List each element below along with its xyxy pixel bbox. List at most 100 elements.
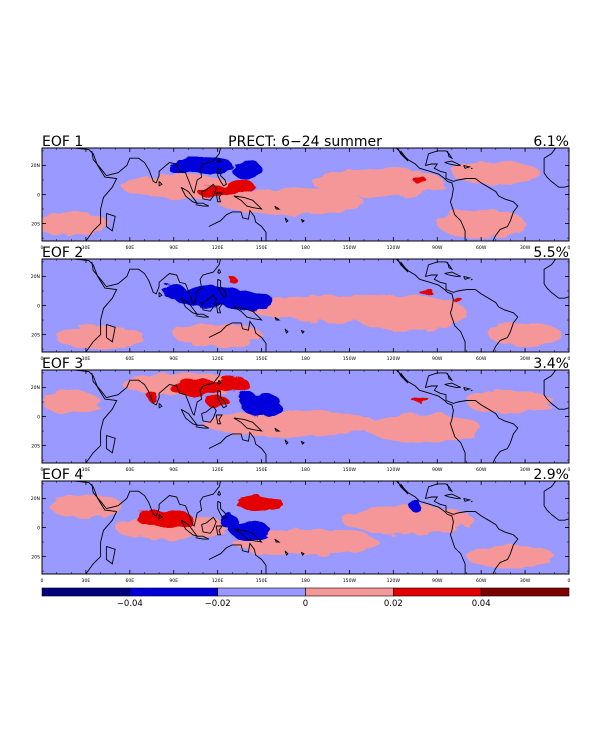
coastline-16 bbox=[395, 481, 466, 574]
coastline-17 bbox=[397, 370, 409, 384]
eof-panel-4: 0 30E 60E 90E 120E 150E 180 150W 120W 90W 60W 30W 02… bbox=[31, 467, 571, 584]
x-tick-label: 180 bbox=[301, 467, 310, 473]
x-tick-label: 120W bbox=[387, 245, 401, 251]
anomaly-blob-10 bbox=[410, 396, 429, 402]
x-tick-label: 150W bbox=[343, 578, 357, 584]
coastline-22 bbox=[543, 481, 569, 521]
anomaly-blob-2 bbox=[232, 528, 379, 556]
coastline-5 bbox=[180, 297, 199, 316]
colorbar-bin-6 bbox=[480, 587, 570, 597]
coastline-15 bbox=[300, 218, 305, 223]
coastline-17 bbox=[397, 148, 409, 162]
x-tick-label: 30E bbox=[82, 467, 91, 473]
x-tick-label: 150W bbox=[343, 467, 357, 473]
colorbar-tick-label: 0.02 bbox=[384, 599, 403, 609]
coastline-2 bbox=[91, 481, 222, 527]
x-tick-label: 30E bbox=[82, 245, 91, 251]
coastline-14 bbox=[284, 328, 289, 334]
coastline-10 bbox=[217, 490, 222, 497]
x-tick-label: 30W bbox=[520, 356, 531, 362]
coastline-13 bbox=[274, 427, 281, 432]
anomaly-blob-5 bbox=[49, 494, 123, 518]
x-tick-label: 180 bbox=[301, 356, 310, 362]
anomaly-blob-12 bbox=[409, 499, 422, 512]
anomaly-blob-9 bbox=[169, 161, 193, 176]
colorbar-bin-4 bbox=[305, 587, 394, 597]
anomaly-blob-4 bbox=[42, 390, 101, 414]
coastline-14 bbox=[284, 217, 289, 223]
coastline-15 bbox=[300, 440, 305, 445]
coastline-9 bbox=[217, 167, 227, 187]
coastline-4 bbox=[158, 181, 163, 187]
coastline-7 bbox=[195, 424, 210, 429]
x-tick-label: 60E bbox=[125, 578, 134, 584]
y-tick-label: 0 bbox=[37, 192, 40, 198]
coastline-10 bbox=[217, 268, 222, 275]
anomaly-blob-11 bbox=[454, 298, 464, 305]
anomaly-blob-2 bbox=[217, 188, 365, 215]
anomaly-blob-2 bbox=[203, 410, 379, 437]
coastline-13 bbox=[274, 538, 281, 543]
y-tick-label: 20S bbox=[31, 332, 40, 338]
anomaly-blob-6 bbox=[437, 209, 526, 239]
colorbar-tick-label: 0 bbox=[303, 599, 308, 609]
colorbar-bin-1 bbox=[41, 587, 131, 597]
anomaly-blob-4 bbox=[488, 322, 562, 347]
anomaly-blob-10 bbox=[418, 288, 433, 294]
y-tick-label: 20N bbox=[31, 385, 40, 391]
coastline-7 bbox=[195, 313, 210, 318]
anomaly-field bbox=[42, 370, 569, 463]
anomaly-blob-7 bbox=[137, 510, 152, 525]
colorbar: −0.04 −0.02 0 0.02 0.04 bbox=[41, 587, 570, 609]
coastline-19 bbox=[444, 493, 461, 499]
eof-panel-2: 0 30E 60E 90E 120E 150E 180 150W 120W 90W 60W 30W 0 2… bbox=[31, 245, 571, 362]
x-tick-label: 0 bbox=[568, 245, 571, 251]
y-tick-label: 20N bbox=[31, 163, 40, 169]
x-tick-label: 0 bbox=[41, 356, 44, 362]
anomaly-blob-5 bbox=[466, 390, 555, 414]
coastline-8 bbox=[215, 303, 223, 314]
anomaly-blob-12 bbox=[239, 390, 255, 402]
coastline-20 bbox=[463, 497, 472, 502]
coastline-15 bbox=[300, 551, 305, 556]
x-tick-label: 120W bbox=[387, 467, 401, 473]
anomaly-field bbox=[42, 148, 569, 241]
coastline-21 bbox=[470, 278, 473, 281]
colorbar-tick-label: −0.02 bbox=[205, 599, 231, 609]
coastline-6 bbox=[201, 405, 217, 423]
coastline-10 bbox=[217, 157, 222, 164]
anomaly-blob-7 bbox=[214, 377, 250, 392]
coastline-6 bbox=[201, 294, 217, 312]
x-tick-label: 30W bbox=[520, 245, 531, 251]
coastline-7 bbox=[195, 535, 210, 540]
y-tick-label: 20S bbox=[31, 443, 40, 449]
colorbar-bin-3 bbox=[217, 587, 306, 597]
x-tick-label: 120E bbox=[212, 356, 224, 362]
coastline-6 bbox=[201, 183, 217, 201]
coastline-4 bbox=[158, 403, 163, 409]
coastline-6 bbox=[201, 516, 217, 534]
x-tick-label: 60W bbox=[476, 578, 487, 584]
coastline-16 bbox=[395, 370, 466, 463]
coastline-11 bbox=[233, 417, 263, 432]
panel-variance: 6.1% bbox=[533, 134, 569, 150]
coastline-18 bbox=[424, 150, 519, 241]
y-tick-label: 20N bbox=[31, 274, 40, 280]
x-tick-label: 60W bbox=[476, 245, 487, 251]
coastline-19 bbox=[444, 160, 461, 166]
coastline-9 bbox=[217, 278, 227, 298]
coastline-21 bbox=[470, 389, 473, 392]
y-tick-label: 20S bbox=[31, 221, 40, 227]
anomaly-blob-8 bbox=[162, 283, 186, 299]
anomaly-blob-9 bbox=[227, 276, 237, 283]
coastlines bbox=[42, 481, 569, 574]
x-tick-label: 120E bbox=[212, 467, 224, 473]
x-tick-label: 0 bbox=[41, 578, 44, 584]
coastline-8 bbox=[215, 192, 223, 203]
coastline-20 bbox=[463, 275, 472, 280]
coastline-12 bbox=[208, 431, 267, 463]
coastline-12 bbox=[208, 542, 267, 574]
x-tick-label: 120E bbox=[212, 245, 224, 251]
anomaly-blob-4 bbox=[466, 544, 555, 569]
